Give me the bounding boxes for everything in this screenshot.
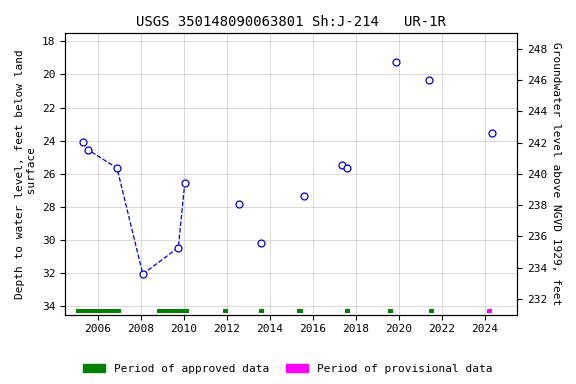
Point — [78, 139, 87, 146]
Point — [138, 271, 147, 277]
Point — [343, 165, 352, 171]
Point — [425, 77, 434, 83]
Y-axis label: Depth to water level, feet below land
 surface: Depth to water level, feet below land su… — [15, 49, 37, 299]
Bar — [297, 308, 303, 313]
Bar — [157, 308, 189, 313]
Point — [337, 162, 346, 168]
Bar — [487, 308, 492, 313]
Point — [234, 202, 243, 208]
Point — [488, 130, 497, 136]
Point — [256, 240, 266, 246]
Title: USGS 350148090063801 Sh:J-214   UR-1R: USGS 350148090063801 Sh:J-214 UR-1R — [137, 15, 446, 29]
Bar — [345, 308, 350, 313]
Bar — [76, 308, 122, 313]
Point — [174, 245, 183, 251]
Point — [84, 147, 93, 153]
Y-axis label: Groundwater level above NGVD 1929, feet: Groundwater level above NGVD 1929, feet — [551, 42, 561, 305]
Point — [112, 165, 122, 171]
Legend: Period of approved data, Period of provisional data: Period of approved data, Period of provi… — [79, 359, 497, 379]
Point — [391, 59, 400, 65]
Bar — [259, 308, 264, 313]
Point — [300, 193, 309, 199]
Point — [180, 180, 190, 186]
Bar — [223, 308, 228, 313]
Bar — [429, 308, 434, 313]
Bar — [388, 308, 393, 313]
